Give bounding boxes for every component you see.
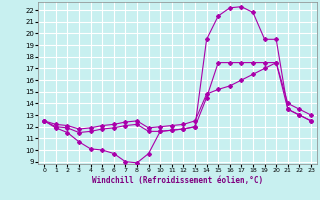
X-axis label: Windchill (Refroidissement éolien,°C): Windchill (Refroidissement éolien,°C) [92,176,263,185]
